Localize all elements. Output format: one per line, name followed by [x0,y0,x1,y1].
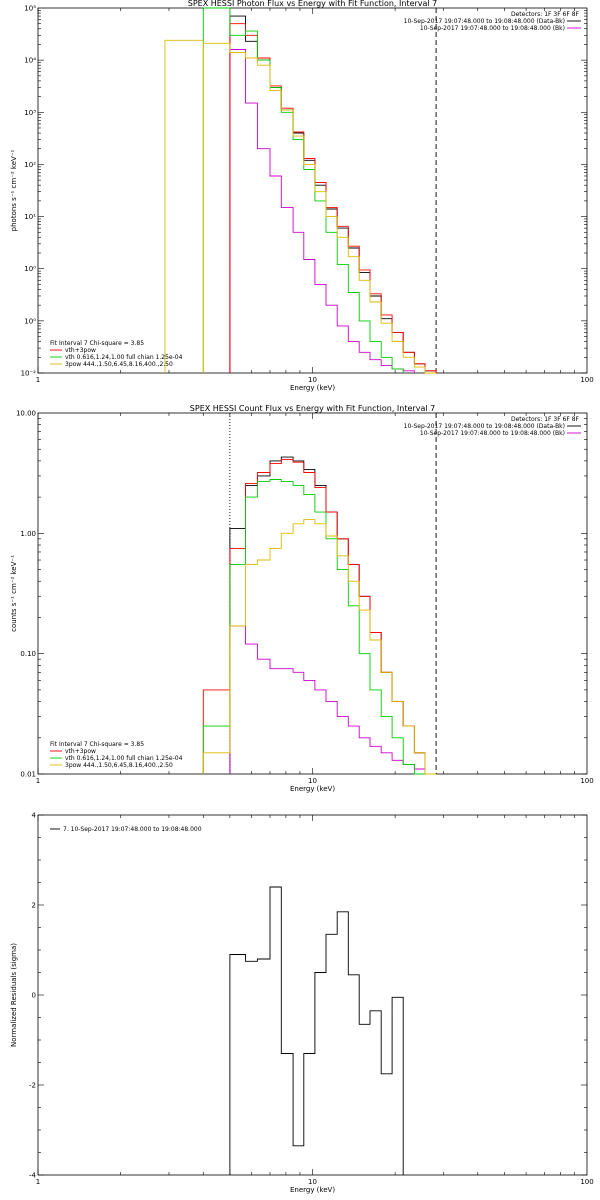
y-tick-label: 10¹ [24,213,36,221]
series-0-steps [229,456,426,774]
x-tick-label: 100 [580,777,593,785]
x-tick-label: 1 [36,376,40,384]
y-tick-label: 10⁰ [24,317,36,325]
y-tick-label: 10² [24,161,36,169]
y-tick-label: 0 [32,992,36,1000]
plot-frame [37,7,588,374]
y-tick-label: 10⁴ [24,57,36,65]
fit-legend-header: Fit Interval 7 Chi-square = 3.85 [50,741,144,748]
y-tick-label: 2 [32,902,36,910]
chart-title: SPEX HESSI Photon Flux vs Energy with Fi… [188,0,438,8]
x-tick-label: 100 [580,376,593,384]
extra-step [164,39,204,373]
x-axis-label: Energy (keV) [290,384,335,392]
x-tick-label: 10 [308,1178,317,1186]
fit-legend-header: Fit Interval 7 Chi-square = 3.85 [50,340,144,347]
y-tick-label: 0.01 [20,771,36,779]
fit-legend-entry: vth 0.616,1.24,1.00 full chian 1.25e-04 [65,354,183,361]
panel-1: SPEX HESSI Photon Flux vs Energy with Fi… [10,0,594,392]
fit-legend-entry: 3pow 444.,1.50,6.45,8.16,400.,2.50 [65,361,173,368]
series-4-steps [202,519,437,775]
legend-header-line: 10-Sep-2017 19:07:48.000 to 19:08:48.000… [404,18,565,25]
series-1-steps [229,625,426,774]
series-0-steps [229,886,404,1175]
y-tick-label: 10⁰ [24,265,36,273]
y-axis-label: counts s⁻¹ cm⁻² keV⁻¹ [10,555,18,632]
series-3-steps [202,479,425,775]
series-2-steps [229,23,437,373]
x-tick-label: 10 [308,777,317,785]
fit-legend-entry: 3pow 444.,1.50,6.45,8.16,400.,2.50 [65,762,173,769]
y-axis-label: Normalized Residuals (sigma) [10,943,18,1047]
series-1-steps [229,49,415,373]
legend-header-line: 10-Sep-2017 19:07:48.000 to 19:08:48.000… [404,423,565,430]
legend-header-line: 10-Sep-2017 19:07:48.000 to 19:08:48.000… [420,430,565,437]
legend-header-line: 10-Sep-2017 19:07:48.000 to 19:08:48.000… [420,25,565,32]
y-tick-label: 10⁻² [21,370,37,378]
y-tick-label: 0.10 [20,650,36,658]
fit-legend-entry: vth+3pow [65,748,96,755]
y-tick-label: 10³ [24,109,36,117]
y-tick-label: 10.00 [16,410,36,418]
y-tick-label: 1.00 [20,530,36,538]
legend-header-line: Detectors: 1F 3F 6F 8F [511,416,580,423]
fit-legend-entry: vth 0.616,1.24,1.00 full chian 1.25e-04 [65,755,183,762]
legend-header-line: Detectors: 1F 3F 6F 8F [511,11,580,18]
plot-frame [37,814,588,1176]
legend-entry: 7. 10-Sep-2017 19:07:48.000 to 19:08:48.… [63,826,202,833]
chart-title: SPEX HESSI Count Flux vs Energy with Fit… [190,404,435,413]
series-4-steps [202,42,437,374]
x-tick-label: 10 [308,376,317,384]
x-tick-label: 1 [36,1178,40,1186]
series-3-steps [202,7,404,373]
y-tick-label: -4 [29,1172,37,1180]
x-axis-label: Energy (keV) [290,785,335,793]
x-tick-label: 100 [580,1178,593,1186]
x-axis-label: Energy (keV) [290,1186,335,1194]
plot-frame [37,412,588,775]
x-tick-label: 1 [36,777,40,785]
panel-3: 1 10 100 Energy (keV) -4 -2 0 2 4 Normalized Resi… [10,812,594,1195]
fit-legend-entry: vth+3pow [65,347,96,354]
y-axis-label: photons s⁻¹ cm⁻² keV⁻¹ [10,149,18,231]
panel-2: SPEX HESSI Count Flux vs Energy with Fit… [10,404,594,793]
y-tick-label: 10⁵ [24,5,36,13]
series-0-steps [229,15,437,373]
y-tick-label: -2 [29,1082,36,1090]
y-tick-label: 4 [32,812,37,820]
